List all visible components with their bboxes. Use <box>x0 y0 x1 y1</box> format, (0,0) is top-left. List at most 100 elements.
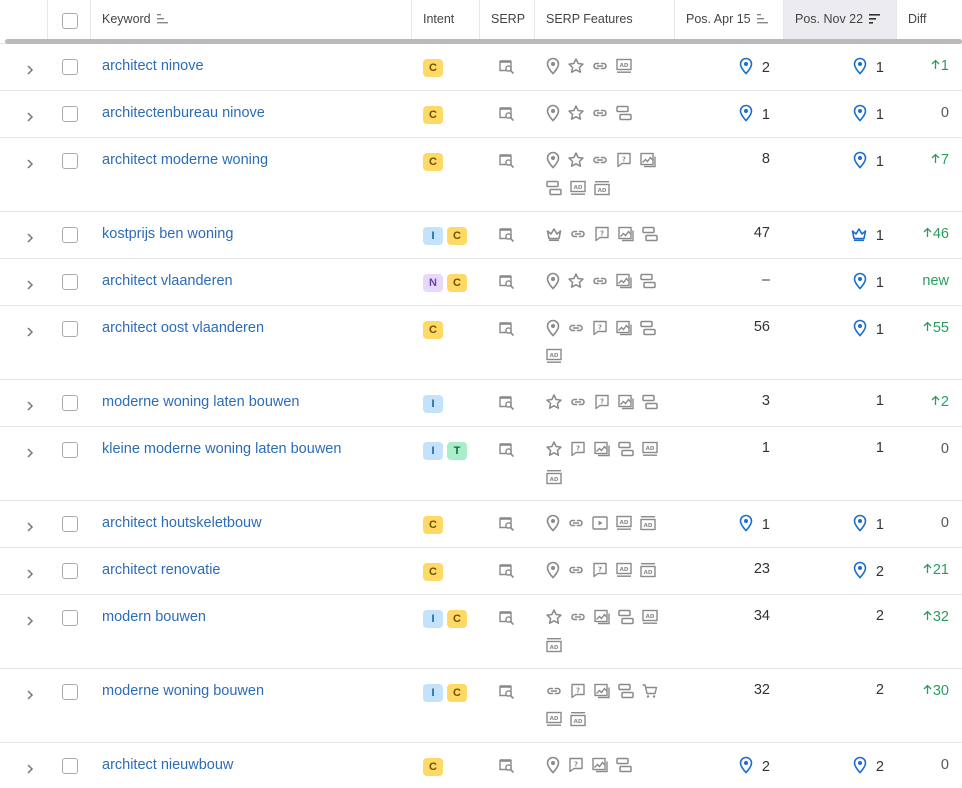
serp-feature-link-icon[interactable] <box>591 57 609 75</box>
keyword-link[interactable]: kleine moderne woning laten bouwen <box>102 441 342 457</box>
serp-feature-faq-icon[interactable]: ? <box>569 440 587 458</box>
serp-feature-image-icon[interactable] <box>615 272 633 290</box>
intent-badge-i[interactable]: I <box>423 227 443 245</box>
row-checkbox[interactable] <box>62 395 78 411</box>
intent-badge-c[interactable]: C <box>423 516 443 534</box>
serp-feature-pin-icon[interactable] <box>545 319 561 337</box>
serp-feature-faq-icon[interactable]: ? <box>593 393 611 411</box>
header-pos-apr[interactable]: Pos. Apr 15 <box>675 0 784 40</box>
serp-feature-list-icon[interactable] <box>617 440 635 458</box>
header-keyword[interactable]: Keyword <box>91 0 412 40</box>
serp-feature-ad-icon[interactable]: AD <box>569 179 587 197</box>
row-checkbox[interactable] <box>62 758 78 774</box>
row-checkbox[interactable] <box>62 516 78 532</box>
serp-feature-faq-icon[interactable]: ? <box>591 561 609 579</box>
horizontal-scrollbar[interactable] <box>5 39 962 44</box>
keyword-link[interactable]: architect ninove <box>102 58 204 74</box>
keyword-link[interactable]: architect vlaanderen <box>102 273 233 289</box>
sort-desc-icon[interactable] <box>869 13 881 24</box>
serp-feature-pin-icon[interactable] <box>545 151 561 169</box>
serp-feature-ad-icon[interactable]: AD <box>545 710 563 728</box>
serp-preview-icon[interactable] <box>498 757 515 774</box>
serp-feature-link-icon[interactable] <box>591 151 609 169</box>
row-checkbox[interactable] <box>62 227 78 243</box>
serp-feature-faq-icon[interactable]: ? <box>591 319 609 337</box>
expand-row-chevron-icon[interactable] <box>25 62 35 75</box>
keyword-link[interactable]: architect houtskeletbouw <box>102 515 262 531</box>
serp-feature-star-icon[interactable] <box>567 104 585 122</box>
serp-feature-list-icon[interactable] <box>641 225 659 243</box>
serp-feature-link-icon[interactable] <box>567 514 585 532</box>
select-all-checkbox[interactable] <box>62 13 78 29</box>
row-checkbox[interactable] <box>62 563 78 579</box>
expand-row-chevron-icon[interactable] <box>25 109 35 122</box>
keyword-link[interactable]: modern bouwen <box>102 609 206 625</box>
serp-preview-icon[interactable] <box>498 562 515 579</box>
serp-feature-link-icon[interactable] <box>545 682 563 700</box>
header-intent[interactable]: Intent <box>412 0 480 40</box>
serp-feature-adbottom-icon[interactable]: AD <box>569 710 587 728</box>
serp-feature-list-icon[interactable] <box>615 756 633 774</box>
expand-row-chevron-icon[interactable] <box>25 324 35 337</box>
intent-badge-c[interactable]: C <box>423 59 443 77</box>
row-checkbox[interactable] <box>62 442 78 458</box>
header-serp[interactable]: SERP <box>480 0 535 40</box>
serp-feature-star-icon[interactable] <box>567 57 585 75</box>
row-checkbox[interactable] <box>62 59 78 75</box>
serp-feature-adbottom-icon[interactable]: AD <box>545 636 563 654</box>
intent-badge-c[interactable]: C <box>447 227 467 245</box>
serp-feature-adbottom-icon[interactable]: AD <box>639 561 657 579</box>
serp-preview-icon[interactable] <box>498 683 515 700</box>
row-checkbox[interactable] <box>62 610 78 626</box>
serp-feature-list-icon[interactable] <box>617 608 635 626</box>
expand-row-chevron-icon[interactable] <box>25 566 35 579</box>
serp-feature-link-icon[interactable] <box>591 272 609 290</box>
expand-row-chevron-icon[interactable] <box>25 519 35 532</box>
serp-preview-icon[interactable] <box>498 515 515 532</box>
serp-feature-link-icon[interactable] <box>569 608 587 626</box>
header-pos-nov[interactable]: Pos. Nov 22 <box>784 0 897 40</box>
serp-feature-faq-icon[interactable]: ? <box>593 225 611 243</box>
expand-row-chevron-icon[interactable] <box>25 230 35 243</box>
serp-feature-image-icon[interactable] <box>615 319 633 337</box>
serp-preview-icon[interactable] <box>498 609 515 626</box>
keyword-link[interactable]: architect moderne woning <box>102 152 269 168</box>
expand-row-chevron-icon[interactable] <box>25 398 35 411</box>
keyword-link[interactable]: moderne woning bouwen <box>102 683 265 699</box>
intent-badge-c[interactable]: C <box>423 563 443 581</box>
serp-preview-icon[interactable] <box>498 226 515 243</box>
sort-icon[interactable] <box>156 13 169 24</box>
serp-feature-faq-icon[interactable]: ? <box>615 151 633 169</box>
row-checkbox[interactable] <box>62 153 78 169</box>
keyword-link[interactable]: architect oost vlaanderen <box>102 320 265 336</box>
serp-preview-icon[interactable] <box>498 441 515 458</box>
intent-badge-c[interactable]: C <box>447 610 467 628</box>
serp-feature-pin-icon[interactable] <box>545 514 561 532</box>
serp-feature-pin-icon[interactable] <box>545 756 561 774</box>
serp-feature-ad-icon[interactable]: AD <box>615 514 633 532</box>
header-diff[interactable]: Diff <box>897 0 962 40</box>
serp-feature-star-icon[interactable] <box>545 440 563 458</box>
serp-feature-pin-icon[interactable] <box>545 104 561 122</box>
serp-feature-image-icon[interactable] <box>593 440 611 458</box>
expand-row-chevron-icon[interactable] <box>25 613 35 626</box>
serp-feature-image-icon[interactable] <box>593 682 611 700</box>
intent-badge-c[interactable]: C <box>447 274 467 292</box>
serp-feature-image-icon[interactable] <box>639 151 657 169</box>
sort-icon[interactable] <box>756 13 769 24</box>
serp-feature-ad-icon[interactable]: AD <box>615 561 633 579</box>
serp-feature-link-icon[interactable] <box>591 104 609 122</box>
serp-feature-pin-icon[interactable] <box>545 57 561 75</box>
intent-badge-c[interactable]: C <box>423 153 443 171</box>
header-serp-features[interactable]: SERP Features <box>535 0 675 40</box>
serp-preview-icon[interactable] <box>498 320 515 337</box>
serp-feature-pin-icon[interactable] <box>545 561 561 579</box>
serp-feature-video-icon[interactable] <box>591 514 609 532</box>
intent-badge-c[interactable]: C <box>423 106 443 124</box>
intent-badge-n[interactable]: N <box>423 274 443 292</box>
serp-feature-star-icon[interactable] <box>545 608 563 626</box>
serp-feature-link-icon[interactable] <box>569 225 587 243</box>
serp-preview-icon[interactable] <box>498 105 515 122</box>
intent-badge-i[interactable]: I <box>423 684 443 702</box>
serp-feature-ad-icon[interactable]: AD <box>641 608 659 626</box>
